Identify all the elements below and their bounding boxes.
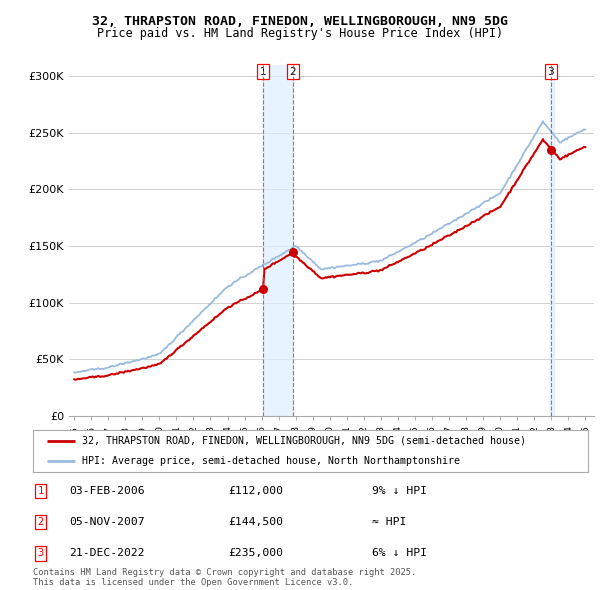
Text: 05-NOV-2007: 05-NOV-2007: [69, 517, 145, 527]
Text: 2: 2: [290, 67, 296, 77]
Text: 21-DEC-2022: 21-DEC-2022: [69, 549, 145, 558]
Text: ≈ HPI: ≈ HPI: [372, 517, 406, 527]
Text: 2: 2: [38, 517, 44, 527]
Text: Contains HM Land Registry data © Crown copyright and database right 2025.
This d: Contains HM Land Registry data © Crown c…: [33, 568, 416, 587]
Text: 6% ↓ HPI: 6% ↓ HPI: [372, 549, 427, 558]
Text: £144,500: £144,500: [228, 517, 283, 527]
Text: £112,000: £112,000: [228, 486, 283, 496]
Text: 32, THRAPSTON ROAD, FINEDON, WELLINGBOROUGH, NN9 5DG: 32, THRAPSTON ROAD, FINEDON, WELLINGBORO…: [92, 15, 508, 28]
Bar: [263, 65, 293, 416]
Text: Price paid vs. HM Land Registry's House Price Index (HPI): Price paid vs. HM Land Registry's House …: [97, 27, 503, 40]
Text: 1: 1: [260, 67, 266, 77]
Text: HPI: Average price, semi-detached house, North Northamptonshire: HPI: Average price, semi-detached house,…: [82, 455, 460, 466]
Text: 3: 3: [547, 67, 554, 77]
Text: 3: 3: [38, 549, 44, 558]
Bar: [550, 65, 554, 416]
Text: 9% ↓ HPI: 9% ↓ HPI: [372, 486, 427, 496]
Text: 1: 1: [38, 486, 44, 496]
Text: 03-FEB-2006: 03-FEB-2006: [69, 486, 145, 496]
Text: £235,000: £235,000: [228, 549, 283, 558]
Text: 32, THRAPSTON ROAD, FINEDON, WELLINGBOROUGH, NN9 5DG (semi-detached house): 32, THRAPSTON ROAD, FINEDON, WELLINGBORO…: [82, 436, 526, 446]
